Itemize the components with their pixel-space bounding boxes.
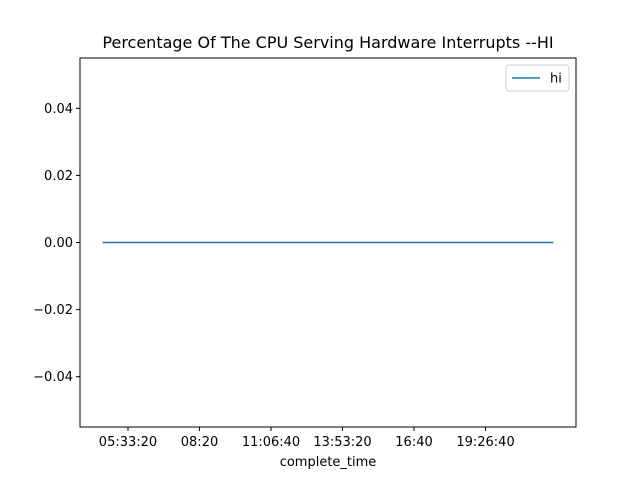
x-axis: 05:33:20 08:20 11:06:40 13:53:20 16:40 19:26:… (99, 427, 515, 450)
x-tick-label: 11:06:40 (242, 435, 300, 450)
y-tick-label: 0.02 (44, 169, 73, 184)
legend: hi (505, 64, 570, 92)
x-tick-label: 05:33:20 (99, 435, 157, 450)
y-tick-label: −0.02 (33, 303, 73, 318)
legend-label: hi (550, 72, 562, 87)
x-tick-label: 16:40 (395, 435, 432, 450)
x-axis-label: complete_time (279, 455, 377, 470)
y-axis: −0.04 −0.02 0.00 0.02 0.04 (33, 102, 80, 385)
y-tick-label: 0.00 (44, 236, 73, 251)
x-tick-label: 13:53:20 (313, 435, 371, 450)
chart-title: Percentage Of The CPU Serving Hardware I… (102, 33, 554, 52)
y-tick-label: −0.04 (33, 370, 73, 385)
x-tick-label: 19:26:40 (456, 435, 514, 450)
x-tick-label: 08:20 (181, 435, 218, 450)
y-tick-label: 0.04 (44, 102, 73, 117)
